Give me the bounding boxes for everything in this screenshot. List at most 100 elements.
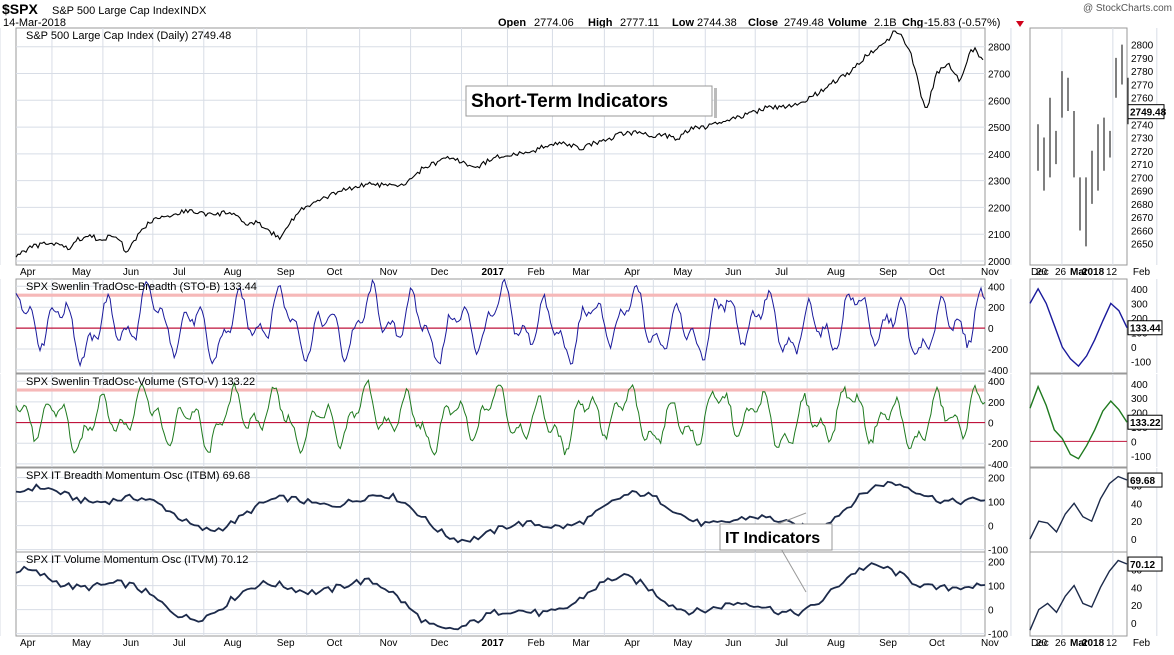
price-y-tick: 2000	[988, 257, 1011, 268]
index-name: S&P 500 Large Cap Index	[52, 5, 180, 17]
price-title-group: S&P 500 Large Cap Index (Daily) 2749.48	[26, 30, 231, 42]
zoom-price-tick: 2680	[1131, 200, 1154, 211]
zoom-y-tick: 0	[1131, 437, 1137, 448]
short-term-label: Short-Term Indicators	[471, 91, 668, 112]
itbm-y-tick: 200	[988, 474, 1005, 485]
zoom-y-tick: 300	[1131, 394, 1148, 405]
zoom-y-tick: 0	[1131, 343, 1137, 354]
zoom-y-tick: 0	[1131, 535, 1137, 546]
zoom-price-tick: 2780	[1131, 67, 1154, 78]
zoom-price-tick: 2720	[1131, 147, 1154, 158]
zoom-price-last: 2749.48	[1130, 108, 1167, 119]
zoom-last-value: 133.22	[1130, 418, 1161, 429]
x-axis-label-bottom: Dec	[1031, 638, 1049, 649]
x-axis-label-top: Sep	[879, 267, 897, 278]
x-axis-label-bottom: Dec	[431, 638, 449, 649]
zoom-last-box	[1127, 472, 1163, 488]
x-axis-label-bottom: Aug	[827, 638, 845, 649]
itbm-panel-title: SPX IT Breadth Momentum Osc (ITBM) 69.68	[26, 470, 250, 482]
itvm-y-tick: 100	[988, 582, 1005, 593]
x-axis-label-top: Dec	[1031, 267, 1049, 278]
zoom-price-tick: 2740	[1131, 120, 1154, 131]
zoom-last-box	[1127, 556, 1163, 572]
x-axis-label-bottom: May	[72, 638, 91, 649]
header: $SPX S&P 500 Large Cap Index INDX @ Stoc…	[2, 1, 1172, 29]
x-axis-label-bottom: Nov	[981, 638, 999, 649]
x-axis-label-top: Jul	[173, 267, 186, 278]
zoom-y-tick: 400	[1131, 380, 1148, 391]
zoom-y-tick: 20	[1131, 601, 1143, 612]
short-term-callout: Short-Term Indicators	[465, 85, 717, 118]
stov-panel-title: SPX Swenlin TradOsc-Volume (STO-V) 133.2…	[26, 376, 255, 388]
zoom-x-label-bottom: 20	[1036, 638, 1048, 649]
x-axis-label-top: Apr	[20, 267, 36, 278]
exchange: INDX	[180, 5, 207, 17]
x-axis-label-bottom: Apr	[20, 638, 36, 649]
zoom-price-tick: 2700	[1131, 173, 1154, 184]
zoom-y-tick: 40	[1131, 499, 1143, 510]
x-axis-label-top: Jun	[123, 267, 139, 278]
zoom-last-value: 70.12	[1130, 560, 1155, 571]
zoom-last-value: 133.44	[1130, 324, 1161, 335]
zoom-y-tick: 200	[1131, 314, 1148, 325]
down-arrow-icon	[1016, 21, 1024, 27]
zoom-price-tick: 2690	[1131, 187, 1154, 198]
x-axis-label-bottom: 2018	[1082, 638, 1105, 649]
x-axis-label-top: Feb	[1133, 267, 1151, 278]
panel-price: 2000 2100 2200 2300 2400 2500 2600 2700 2800 S&P …	[0, 27, 1167, 278]
low-value: 2744.38	[697, 17, 737, 29]
close-label: Close	[748, 17, 778, 29]
zoom-price-tick: 2770	[1131, 80, 1154, 91]
low-label: Low	[672, 17, 694, 29]
zoom-last-box	[1127, 320, 1163, 336]
zoom-series-line	[1029, 287, 1128, 368]
volume-label: Volume	[828, 17, 867, 29]
x-axis-label-bottom: Oct	[929, 638, 945, 649]
x-axis-label-top: 2018	[1082, 267, 1105, 278]
stov-overbought-band	[17, 388, 984, 392]
zoom-x-label-bottom: Mar	[1070, 638, 1088, 649]
itvm-y-tick: -100	[988, 630, 1008, 641]
stob-y-tick: -400	[988, 366, 1008, 377]
symbol: $SPX	[2, 1, 38, 17]
x-axis-label-top: Mar	[572, 267, 590, 278]
zoom-x-label-bottom: 26	[1055, 638, 1067, 649]
chg-label: Chg	[902, 17, 923, 29]
stob-series-line	[15, 278, 986, 368]
x-axis-label-top: Nov	[981, 267, 999, 278]
x-axis-label-bottom: 2017	[482, 638, 505, 649]
zoom-frame-stob	[1029, 278, 1128, 374]
panel-stob: -400 -200 0 200 400 SPX Swenlin TradOsc-Bread…	[0, 278, 1163, 377]
x-axis-label-bottom: Sep	[277, 638, 295, 649]
x-axis-label-bottom: Feb	[527, 638, 545, 649]
itbm-y-tick: 100	[988, 498, 1005, 509]
itvm-series-line	[15, 562, 986, 631]
x-axis-label-top: Aug	[827, 267, 845, 278]
stov-series-line	[15, 379, 986, 456]
x-axis-label-top: Aug	[224, 267, 242, 278]
panel-frame-price	[15, 27, 986, 266]
zoom-price-tick: 2670	[1131, 213, 1154, 224]
zoom-y-tick: 20	[1131, 517, 1143, 528]
zoom-y-tick: -100	[1131, 452, 1151, 463]
x-axis-label-top: May	[72, 267, 91, 278]
stob-y-tick: 200	[988, 303, 1005, 314]
x-axis-label-bottom: Jul	[173, 638, 186, 649]
x-axis-label-bottom: Aug	[224, 638, 242, 649]
zoom-x-label-top: 26	[1055, 267, 1067, 278]
zoom-y-tick: 40	[1131, 583, 1143, 594]
price-panel-title: S&P 500 Large Cap Index (Daily) 2749.48	[26, 30, 231, 42]
high-label: High	[588, 17, 613, 29]
high-value: 2777.11	[620, 17, 659, 29]
ohlc-bar: Open 2774.06 High 2777.11 Low 2744.38 Cl…	[498, 17, 1000, 29]
stov-y-tick: 0	[988, 419, 994, 430]
x-axis-label-top: Feb	[527, 267, 545, 278]
x-axis-label-top: Oct	[327, 267, 343, 278]
panel-frame-itvm	[15, 551, 986, 637]
x-axis-label-bottom: Oct	[327, 638, 343, 649]
itvm-y-tick: 200	[988, 558, 1005, 569]
price-y-tick: 2300	[988, 177, 1011, 188]
price-y-tick: 2500	[988, 123, 1011, 134]
itbm-y-tick: -100	[988, 546, 1008, 557]
